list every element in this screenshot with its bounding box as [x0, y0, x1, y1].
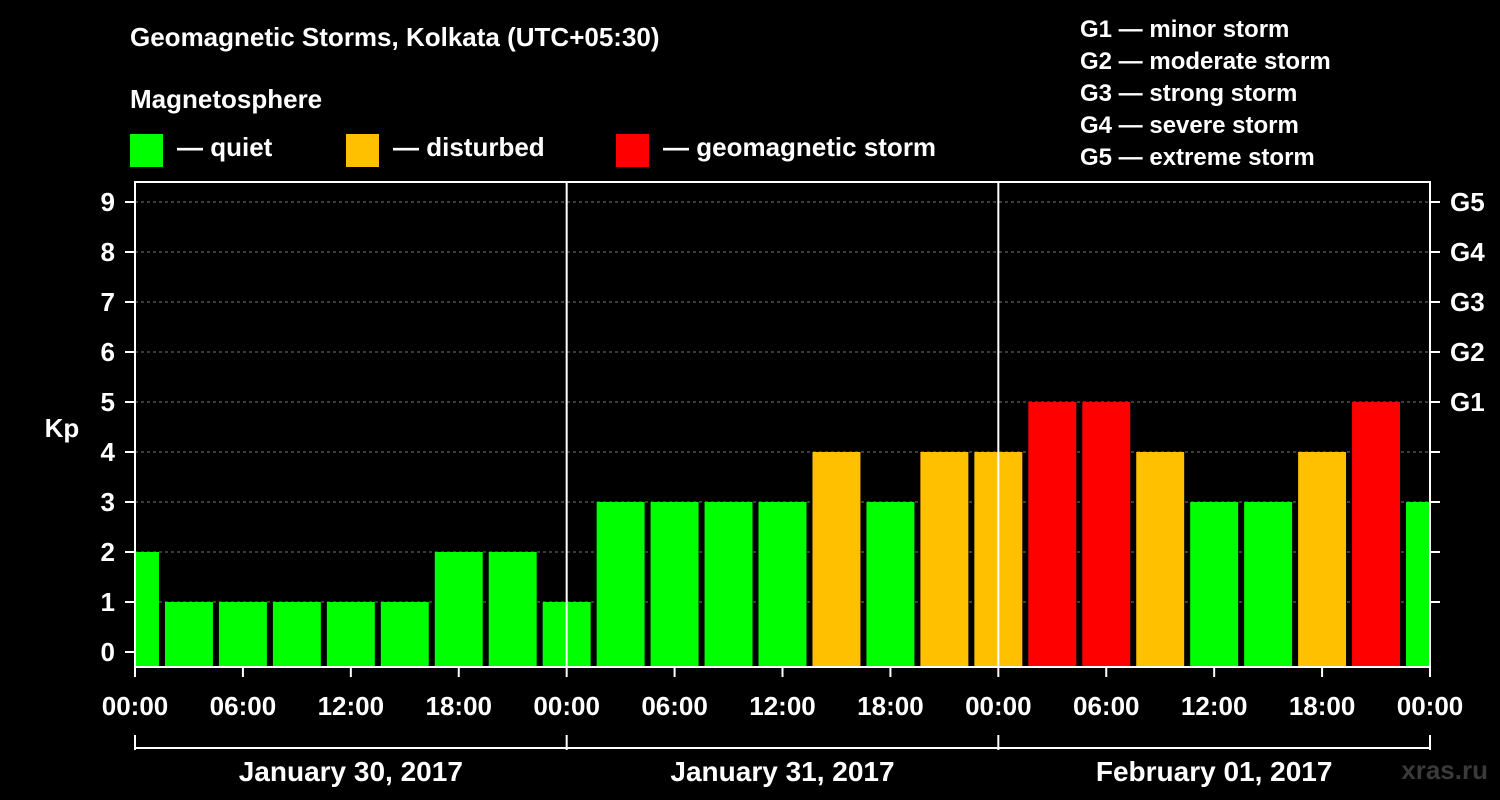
y-axis-label: Kp: [45, 413, 80, 443]
kp-bar: [704, 502, 753, 667]
legend-label-disturbed: — disturbed: [393, 132, 545, 162]
kp-bar: [434, 552, 483, 667]
y-tick-label: 5: [101, 387, 115, 417]
kp-bar: [920, 452, 969, 667]
x-tick-label: 18:00: [426, 691, 493, 721]
g-level-label: G2: [1450, 337, 1485, 367]
x-tick-label: 06:00: [1073, 691, 1140, 721]
kp-bar: [488, 552, 537, 667]
x-tick-label: 18:00: [1289, 691, 1356, 721]
kp-bar: [1190, 502, 1239, 667]
storm-scale-g3: G3 — strong storm: [1080, 80, 1298, 107]
day-label: January 31, 2017: [670, 756, 894, 787]
legend-label-storm: — geomagnetic storm: [663, 132, 937, 162]
kp-bar: [812, 452, 861, 667]
kp-bar: [218, 602, 267, 667]
y-tick-label: 3: [101, 487, 115, 517]
kp-bar: [758, 502, 807, 667]
g-level-label: G3: [1450, 287, 1485, 317]
y-tick-label: 7: [101, 287, 115, 317]
kp-bar: [1298, 452, 1347, 667]
chart-title: Geomagnetic Storms, Kolkata (UTC+05:30): [130, 22, 660, 52]
x-tick-label: 06:00: [210, 691, 277, 721]
x-tick-label: 12:00: [318, 691, 385, 721]
y-tick-label: 2: [101, 537, 115, 567]
legend-swatch-quiet: [130, 134, 163, 167]
g-level-label: G1: [1450, 387, 1485, 417]
storm-scale-g2: G2 — moderate storm: [1080, 48, 1331, 75]
kp-bar: [272, 602, 321, 667]
kp-bar: [136, 552, 159, 667]
storm-scale-g4: G4 — severe storm: [1080, 112, 1299, 139]
y-tick-label: 1: [101, 587, 115, 617]
kp-bar: [650, 502, 699, 667]
kp-bar: [866, 502, 915, 667]
g-level-label: G4: [1450, 237, 1485, 267]
legend-swatch-disturbed: [346, 134, 379, 167]
g-level-label: G5: [1450, 187, 1485, 217]
x-tick-label: 00:00: [102, 691, 169, 721]
kp-bar: [1352, 402, 1401, 667]
storm-scale-g1: G1 — minor storm: [1080, 16, 1290, 43]
y-tick-label: 4: [101, 437, 116, 467]
x-tick-label: 00:00: [965, 691, 1032, 721]
day-label: January 30, 2017: [239, 756, 463, 787]
kp-bar: [1082, 402, 1131, 667]
x-tick-label: 12:00: [1181, 691, 1248, 721]
x-tick-label: 00:00: [533, 691, 600, 721]
kp-bar: [326, 602, 375, 667]
legend-heading: Magnetosphere: [130, 84, 323, 114]
kp-bar: [596, 502, 645, 667]
x-tick-label: 18:00: [857, 691, 924, 721]
legend-swatch-storm: [616, 134, 649, 167]
kp-bar: [1028, 402, 1077, 667]
day-label: February 01, 2017: [1096, 756, 1333, 787]
kp-bar: [1406, 502, 1429, 667]
kp-bar: [1136, 452, 1185, 667]
x-tick-label: 00:00: [1397, 691, 1464, 721]
storm-scale-g5: G5 — extreme storm: [1080, 144, 1315, 171]
y-tick-label: 0: [101, 637, 115, 667]
legend-label-quiet: — quiet: [177, 132, 273, 162]
watermark: xras.ru: [1401, 755, 1488, 785]
y-tick-label: 6: [101, 337, 115, 367]
kp-bar: [164, 602, 213, 667]
y-tick-label: 9: [101, 187, 115, 217]
kp-bar: [380, 602, 429, 667]
x-tick-label: 12:00: [749, 691, 816, 721]
y-tick-label: 8: [101, 237, 115, 267]
kp-bar: [1244, 502, 1293, 667]
x-tick-label: 06:00: [641, 691, 708, 721]
